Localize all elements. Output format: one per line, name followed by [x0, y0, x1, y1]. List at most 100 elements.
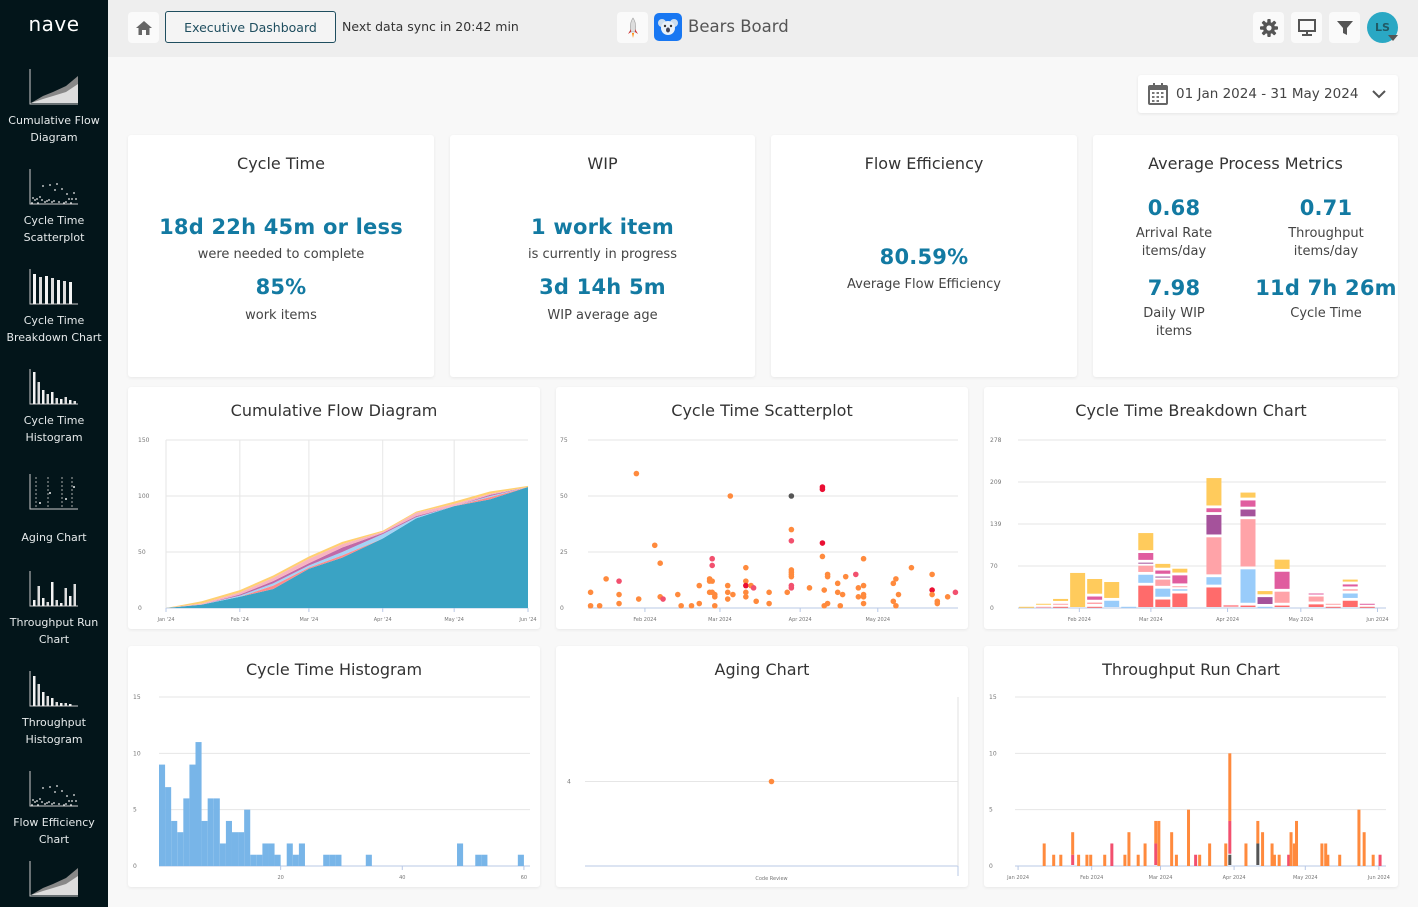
- breakdown-card[interactable]: Cycle Time Breakdown Chart 0 70 139 209 278 Fe…: [984, 387, 1398, 629]
- sidebar-item-run-chart[interactable]: Throughput Run Chart: [0, 570, 108, 648]
- x-tick-label: 40: [399, 875, 405, 881]
- dot: [41, 801, 43, 803]
- throughput-card[interactable]: Throughput Run Chart 0 5 10 15 Jan 2024 Feb 20…: [984, 646, 1398, 887]
- data-point: [893, 602, 899, 609]
- data-point: [724, 596, 731, 602]
- throughput-bar: [1228, 753, 1232, 821]
- y-tick-label: 15: [989, 694, 997, 701]
- data-point: [651, 542, 658, 549]
- sidebar-item-scatter[interactable]: Cycle Time Scatterplot: [0, 168, 108, 246]
- dot: [34, 801, 36, 803]
- y-tick-label: 5: [133, 807, 137, 814]
- data-point: [711, 602, 718, 609]
- sidebar-item-scatter[interactable]: [0, 860, 108, 904]
- axis: [29, 474, 78, 510]
- axis: [29, 861, 78, 897]
- sidebar-item-throughput-histogram[interactable]: Throughput Histogram: [0, 670, 108, 748]
- bar-segment-purple: [1206, 514, 1222, 535]
- dot: [44, 201, 46, 203]
- histogram-bar: [177, 832, 184, 866]
- y-tick-label: 209: [990, 479, 1002, 486]
- histogram-card[interactable]: Cycle Time Histogram 0 5 10 15 20 40 60: [128, 646, 540, 887]
- bar: [69, 282, 72, 304]
- throughput-bar: [1077, 854, 1081, 866]
- presentation-button[interactable]: [1291, 12, 1322, 43]
- axis: [29, 671, 78, 707]
- bar: [73, 401, 76, 404]
- throughput-bar: [1194, 854, 1198, 866]
- filter-button[interactable]: [1329, 12, 1360, 43]
- x-category-label: Code Review: [755, 876, 787, 882]
- dot: [49, 184, 51, 186]
- bar: [73, 584, 76, 606]
- y-tick-label: 25: [560, 549, 568, 556]
- flow-efficiency-label: Average Flow Efficiency: [847, 277, 1001, 292]
- settings-button[interactable]: [1253, 12, 1284, 43]
- bar-segment-yellow: [1087, 578, 1103, 594]
- monitor-icon: [1297, 18, 1316, 36]
- histogram-bar: [231, 832, 239, 866]
- data-point: [860, 555, 867, 562]
- data-point: [709, 555, 715, 562]
- dot: [51, 803, 53, 805]
- dot: [39, 196, 41, 198]
- data-point: [784, 589, 791, 596]
- data-point: [603, 576, 609, 582]
- date-range-picker[interactable]: 01 Jan 2024 - 31 May 2024: [1138, 75, 1398, 113]
- throughput-bar: [1085, 854, 1089, 866]
- dot: [44, 803, 46, 805]
- bar-segment-yellow: [1104, 582, 1120, 598]
- throughput-bar: [1228, 820, 1232, 854]
- histogram-bar: [213, 798, 220, 866]
- executive-dashboard-button[interactable]: Executive Dashboard: [165, 11, 336, 43]
- bar-segment-blue: [1257, 606, 1273, 608]
- sidebar-item-breakdown[interactable]: Cycle Time Breakdown Chart: [0, 268, 108, 346]
- histogram-bar: [292, 854, 299, 866]
- bar-segment-pink: [1087, 602, 1103, 604]
- bar: [55, 398, 58, 404]
- home-button[interactable]: [128, 12, 159, 43]
- percentile-value: 85%: [255, 275, 307, 299]
- user-avatar[interactable]: LS: [1367, 12, 1398, 43]
- dot: [75, 198, 77, 200]
- cfd-card[interactable]: Cumulative Flow Diagram 0 50 100 150 Jan '24 F…: [128, 387, 540, 629]
- card-title: Cycle Time: [237, 154, 325, 173]
- throughput-bar: [1289, 832, 1293, 866]
- data-point: [806, 585, 813, 591]
- data-point: [766, 600, 772, 607]
- y-tick-label: 0: [989, 863, 993, 870]
- bar-segment-yellow: [1342, 579, 1358, 582]
- bar-segment-yellow: [1274, 559, 1290, 569]
- bar-segment-blue: [1121, 606, 1137, 608]
- dot: [49, 492, 51, 494]
- bar: [51, 392, 54, 404]
- sidebar-item-flow-efficiency[interactable]: Flow Efficiency Chart: [0, 770, 108, 848]
- throughput-bar: [1287, 854, 1291, 866]
- sidebar-item-aging[interactable]: Aging Chart: [0, 473, 108, 546]
- throughput-bar: [1277, 854, 1281, 866]
- dot: [49, 786, 51, 788]
- sidebar-item-histogram[interactable]: Cycle Time Histogram: [0, 368, 108, 446]
- bar: [33, 600, 36, 606]
- dot: [36, 800, 38, 802]
- data-point: [753, 598, 759, 605]
- x-tick-label: Apr 2024: [789, 617, 812, 623]
- throughput-bar: [1089, 854, 1093, 866]
- dot: [36, 198, 38, 200]
- x-tick-label: Feb '24: [231, 617, 249, 623]
- data-point: [788, 493, 795, 499]
- rocket-button[interactable]: [617, 12, 648, 43]
- bar-segment-pink: [1036, 606, 1052, 608]
- data-point: [834, 580, 841, 587]
- histogram-bar: [323, 854, 330, 866]
- bar-segment-pink: [1172, 586, 1188, 588]
- scatterplot-card[interactable]: Cycle Time Scatterplot 0 25 50 75 Feb 2024 Mar…: [556, 387, 968, 629]
- sidebar-item-cfd[interactable]: Cumulative Flow Diagram: [0, 68, 108, 146]
- x-tick-label: May '24: [444, 617, 464, 623]
- arrival-rate-unit: items/day: [1141, 244, 1207, 259]
- cycle-time-value: 18d 22h 45m or less: [159, 215, 403, 239]
- x-tick-label: May 2024: [1288, 617, 1313, 623]
- aging-card[interactable]: Aging Chart 4 Code Review: [556, 646, 968, 887]
- y-tick-label: 100: [138, 493, 150, 500]
- data-point: [743, 564, 749, 571]
